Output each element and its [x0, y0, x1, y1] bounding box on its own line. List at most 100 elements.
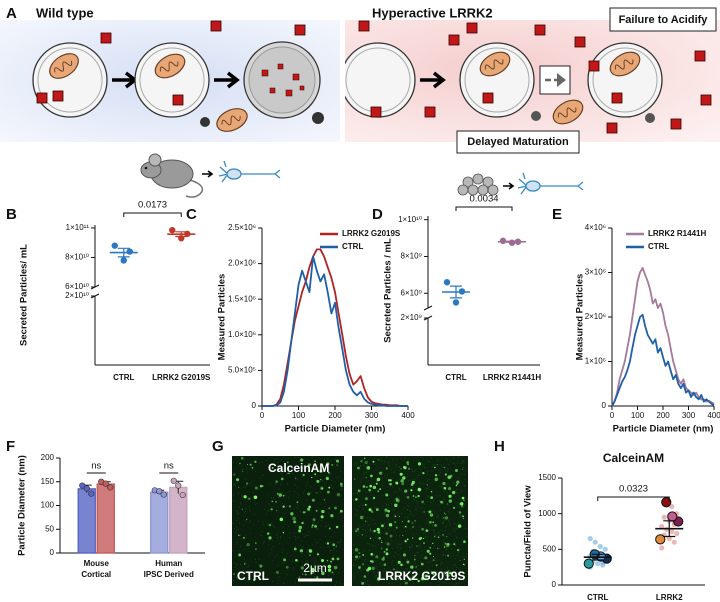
x-tick-label: 0	[260, 411, 265, 420]
background-texture	[408, 460, 410, 462]
background-texture	[314, 538, 316, 540]
cargo	[36, 92, 48, 104]
background-texture	[453, 456, 455, 458]
puncta	[395, 481, 399, 485]
background-texture	[362, 529, 364, 531]
background-texture	[232, 522, 234, 524]
puncta	[399, 472, 403, 476]
background-texture	[417, 474, 419, 476]
y-tick-label: 8×10⁹	[401, 252, 422, 261]
background-texture	[387, 547, 389, 549]
puncta	[321, 509, 325, 514]
image-label: CalceinAM	[268, 461, 329, 475]
background-texture	[333, 573, 335, 575]
background-texture	[297, 479, 299, 481]
background-texture	[329, 459, 331, 461]
background-texture	[269, 482, 271, 484]
background-texture	[358, 531, 360, 533]
puncta	[240, 456, 244, 460]
background-texture	[375, 580, 377, 582]
background-texture	[333, 550, 335, 552]
background-texture	[375, 574, 377, 576]
background-texture	[434, 480, 436, 482]
background-texture	[446, 519, 448, 521]
background-texture	[392, 508, 394, 510]
cargo	[611, 92, 623, 104]
background-texture	[237, 517, 239, 519]
legend-label: CTRL	[342, 242, 363, 251]
background-texture	[462, 517, 464, 519]
background-texture	[421, 465, 423, 467]
background-texture	[375, 536, 377, 538]
background-texture	[339, 582, 341, 584]
background-texture	[245, 511, 247, 513]
background-texture	[390, 562, 392, 564]
background-texture	[395, 465, 397, 467]
background-texture	[370, 527, 372, 529]
background-texture	[359, 533, 361, 535]
background-texture	[396, 484, 398, 486]
background-texture	[458, 504, 460, 506]
data-point	[160, 491, 167, 498]
background-texture	[431, 509, 433, 511]
background-texture	[339, 509, 341, 511]
background-texture	[383, 523, 385, 525]
background-texture	[428, 571, 430, 573]
cargo	[52, 90, 64, 102]
background-texture	[456, 555, 458, 557]
background-texture	[283, 456, 285, 458]
data-point	[597, 543, 603, 550]
background-texture	[381, 558, 383, 560]
background-texture	[235, 566, 237, 568]
background-texture	[362, 564, 364, 566]
data-point	[179, 491, 186, 499]
background-texture	[395, 542, 397, 544]
background-texture	[234, 483, 236, 485]
background-texture	[259, 487, 261, 489]
background-texture	[462, 460, 464, 462]
background-texture	[235, 530, 237, 532]
background-texture	[391, 548, 393, 550]
background-texture	[276, 532, 278, 534]
data-point	[170, 477, 177, 484]
background-texture	[446, 545, 448, 547]
background-texture	[429, 561, 431, 563]
background-texture	[399, 466, 401, 468]
puncta	[446, 536, 448, 538]
puncta	[414, 554, 416, 557]
background-texture	[450, 544, 452, 546]
background-texture	[428, 513, 430, 515]
background-texture	[306, 499, 308, 501]
background-texture	[413, 525, 415, 527]
background-texture	[254, 502, 256, 504]
image-label: LRRK2 G2019S	[378, 569, 465, 583]
puncta	[452, 490, 456, 495]
background-texture	[417, 544, 419, 546]
background-texture	[422, 499, 424, 501]
callout-box	[609, 7, 717, 32]
background-texture	[433, 464, 435, 466]
background-texture	[460, 515, 462, 517]
background-texture	[339, 512, 341, 514]
background-texture	[267, 503, 269, 505]
background-texture	[385, 549, 387, 551]
puncta	[407, 463, 409, 466]
puncta	[302, 573, 304, 575]
background-texture	[309, 567, 311, 569]
background-texture	[295, 581, 297, 583]
background-texture	[302, 561, 304, 563]
background-texture	[448, 504, 450, 506]
axis-break	[423, 305, 433, 311]
puncta	[364, 460, 368, 465]
background-texture	[249, 521, 251, 523]
background-texture	[382, 473, 384, 475]
background-texture	[464, 473, 466, 475]
background-texture	[442, 521, 444, 523]
background-texture	[387, 500, 389, 502]
background-texture	[425, 529, 427, 531]
background-texture	[394, 575, 396, 577]
puncta	[307, 492, 311, 496]
background-texture	[342, 583, 344, 585]
arrow	[503, 182, 515, 190]
background-texture	[452, 529, 454, 531]
